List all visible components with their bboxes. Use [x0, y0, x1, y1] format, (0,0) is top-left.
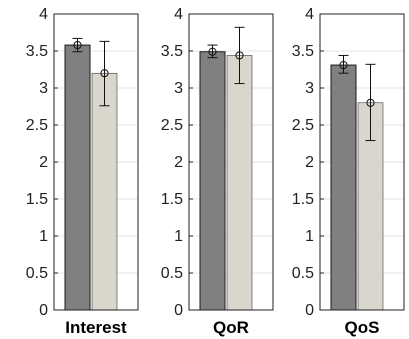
chart-panels: 0 0.5 1 1.5 2 2.5 3 3.5 4 Interest 0 0.5 1 1.5 2 2.5 3 3.… [26, 6, 405, 337]
mean-marker [100, 69, 109, 78]
y-tick-label: 1.5 [161, 191, 183, 208]
y-tick-label: 2.5 [26, 117, 48, 134]
y-tick-label: 1.5 [292, 191, 314, 208]
y-tick-label: 3 [39, 80, 48, 97]
y-tick-label: 0 [39, 302, 48, 319]
bar [199, 51, 226, 311]
y-tick-label: 2.5 [292, 117, 314, 134]
y-tick-label: 3.5 [161, 43, 183, 60]
axes-box [188, 13, 274, 311]
bar [91, 72, 118, 311]
y-tick-label: 4 [39, 6, 48, 23]
mean-marker [73, 40, 82, 50]
y-tick-label: 1 [39, 228, 48, 245]
y-tick-label: 3.5 [292, 43, 314, 60]
bar [226, 55, 253, 311]
axes-box [319, 13, 405, 311]
y-tick-label: 2 [39, 154, 48, 171]
y-tick-label: 0.5 [292, 265, 314, 282]
category-label: QoR [213, 318, 249, 337]
mean-marker [208, 47, 217, 56]
y-tick-label: 2 [174, 154, 183, 171]
y-tick-label: 1 [305, 228, 314, 245]
y-tick-label: 2 [305, 154, 314, 171]
mean-marker [235, 51, 244, 60]
y-tick-label: 0.5 [161, 265, 183, 282]
y-tick-label: 0 [305, 302, 314, 319]
y-tick-label: 3.5 [26, 43, 48, 60]
y-tick-label: 3 [174, 80, 183, 97]
bar [330, 64, 357, 311]
mean-marker [366, 98, 375, 107]
y-tick-label: 4 [305, 6, 314, 23]
y-tick-label: 4 [174, 6, 183, 23]
mean-marker [339, 60, 348, 70]
category-label: QoS [345, 318, 380, 337]
y-tick-label: 0.5 [26, 265, 48, 282]
y-tick-label: 2.5 [161, 117, 183, 134]
axes-box [53, 13, 139, 311]
bar [64, 44, 91, 311]
y-tick-label: 3 [305, 80, 314, 97]
y-tick-label: 0 [174, 302, 183, 319]
y-tick-label: 1.5 [26, 191, 48, 208]
chart-panel: 0 0.5 1 1.5 2 2.5 3 3.5 4 QoR [161, 6, 274, 337]
chart-panel: 0 0.5 1 1.5 2 2.5 3 3.5 4 QoS [292, 6, 405, 337]
chart-panel: 0 0.5 1 1.5 2 2.5 3 3.5 4 Interest [26, 6, 139, 337]
category-label: Interest [65, 318, 127, 337]
y-tick-label: 1 [174, 228, 183, 245]
